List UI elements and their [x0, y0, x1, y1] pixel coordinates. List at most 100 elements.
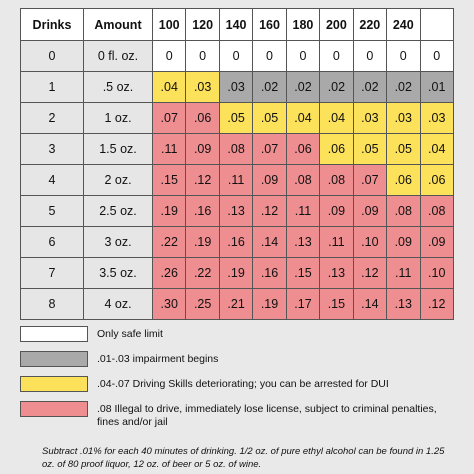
header-cell: 120 [185, 8, 220, 41]
bac-cell: .12 [185, 164, 220, 196]
bac-cell: .19 [151, 195, 187, 227]
header-cell: 180 [285, 8, 321, 41]
legend-label: .04-.07 Driving Skills deteriorating; yo… [97, 378, 389, 390]
bac-cell: .09 [319, 195, 354, 227]
bac-cell: .13 [319, 257, 354, 289]
drinks-cell: 6 [20, 226, 84, 258]
bac-cell: .09 [352, 195, 388, 227]
bac-cell: .02 [319, 71, 354, 103]
bac-cell: .10 [352, 226, 388, 258]
bac-cell: .25 [185, 288, 220, 320]
amount-cell: .5 oz. [83, 71, 153, 103]
bac-cell: .07 [252, 133, 287, 165]
legend-swatch [20, 351, 88, 367]
bac-cell: .03 [419, 102, 454, 134]
drinks-cell: 3 [20, 133, 84, 165]
bac-cell: .11 [218, 164, 254, 196]
bac-cell: .05 [386, 133, 421, 165]
bac-cell: .09 [185, 133, 220, 165]
bac-cell: .05 [252, 102, 287, 134]
bac-cell: .22 [151, 226, 187, 258]
bac-cell: .15 [151, 164, 187, 196]
bac-cell: .07 [151, 102, 187, 134]
header-cell: 220 [352, 8, 388, 41]
table-row: 5 2.5 oz. .19.16.13.12.11.09.09.08.08 [20, 195, 454, 227]
header-cell: 200 [319, 8, 354, 41]
bac-cell: 0 [419, 40, 454, 72]
bac-cell: .14 [352, 288, 388, 320]
drinks-cell: 4 [20, 164, 84, 196]
amount-cell: 3.5 oz. [83, 257, 153, 289]
bac-cell: .22 [185, 257, 220, 289]
bac-cell: .19 [252, 288, 287, 320]
bac-cell: .14 [252, 226, 287, 258]
drinks-cell: 5 [20, 195, 84, 227]
bac-cell: .04 [319, 102, 354, 134]
bac-cell: .06 [285, 133, 321, 165]
bac-cell: .04 [285, 102, 321, 134]
table-row: 3 1.5 oz. .11.09.08.07.06.06.05.05.04 [20, 133, 454, 165]
amount-cell: 1.5 oz. [83, 133, 153, 165]
legend-swatch [20, 326, 88, 342]
bac-cell: .12 [419, 288, 454, 320]
bac-cell: .16 [218, 226, 254, 258]
table-row: 7 3.5 oz. .26.22.19.16.15.13.12.11.10 [20, 257, 454, 289]
bac-cell: .06 [319, 133, 354, 165]
bac-cell: .16 [252, 257, 287, 289]
bac-table: Drinks Amount 100 120 140 160 180 200 220 240 0 0 f… [20, 8, 454, 320]
legend-swatch [20, 376, 88, 392]
bac-cell: .08 [319, 164, 354, 196]
header-cell: 160 [252, 8, 287, 41]
bac-cell: .13 [285, 226, 321, 258]
legend-item: .08 Illegal to drive, immediately lose l… [20, 401, 460, 429]
bac-cell: 0 [151, 40, 187, 72]
legend-item: Only safe limit [20, 326, 460, 342]
header-cell: 100 [151, 8, 187, 41]
bac-cell: .08 [285, 164, 321, 196]
bac-cell: .12 [352, 257, 388, 289]
legend-label: .08 Illegal to drive, immediately lose l… [97, 403, 437, 428]
bac-cell: .09 [419, 226, 454, 258]
amount-cell: 2.5 oz. [83, 195, 153, 227]
bac-cell: .26 [151, 257, 187, 289]
bac-cell: .02 [352, 71, 388, 103]
bac-cell: .08 [386, 195, 421, 227]
bac-cell: .13 [218, 195, 254, 227]
bac-cell: .03 [185, 71, 220, 103]
drinks-cell: 0 [20, 40, 84, 72]
amount-cell: 3 oz. [83, 226, 153, 258]
bac-cell: .19 [218, 257, 254, 289]
bac-cell: .05 [352, 133, 388, 165]
bac-cell: .11 [386, 257, 421, 289]
drinks-cell: 7 [20, 257, 84, 289]
bac-cell: .11 [151, 133, 187, 165]
bac-cell: .08 [218, 133, 254, 165]
header-cell [419, 8, 454, 41]
amount-cell: 4 oz. [83, 288, 153, 320]
bac-cell: .06 [419, 164, 454, 196]
bac-cell: 0 [252, 40, 287, 72]
bac-cell: .15 [285, 257, 321, 289]
bac-cell: 0 [352, 40, 388, 72]
bac-cell: .02 [285, 71, 321, 103]
bac-cell: .01 [419, 71, 454, 103]
amount-cell: 0 fl. oz. [83, 40, 153, 72]
footnote: Subtract .01% for each 40 minutes of dri… [42, 446, 445, 470]
bac-cell: 0 [319, 40, 354, 72]
bac-cell: .17 [285, 288, 321, 320]
bac-cell: .11 [285, 195, 321, 227]
bac-cell: .09 [252, 164, 287, 196]
bac-cell: .02 [386, 71, 421, 103]
bac-cell: .03 [218, 71, 254, 103]
bac-cell: .10 [419, 257, 454, 289]
drinks-cell: 8 [20, 288, 84, 320]
drinks-cell: 1 [20, 71, 84, 103]
legend-swatch [20, 401, 88, 417]
bac-cell: .07 [352, 164, 388, 196]
bac-cell: .13 [386, 288, 421, 320]
header-cell: 240 [386, 8, 421, 41]
bac-cell: .04 [151, 71, 187, 103]
